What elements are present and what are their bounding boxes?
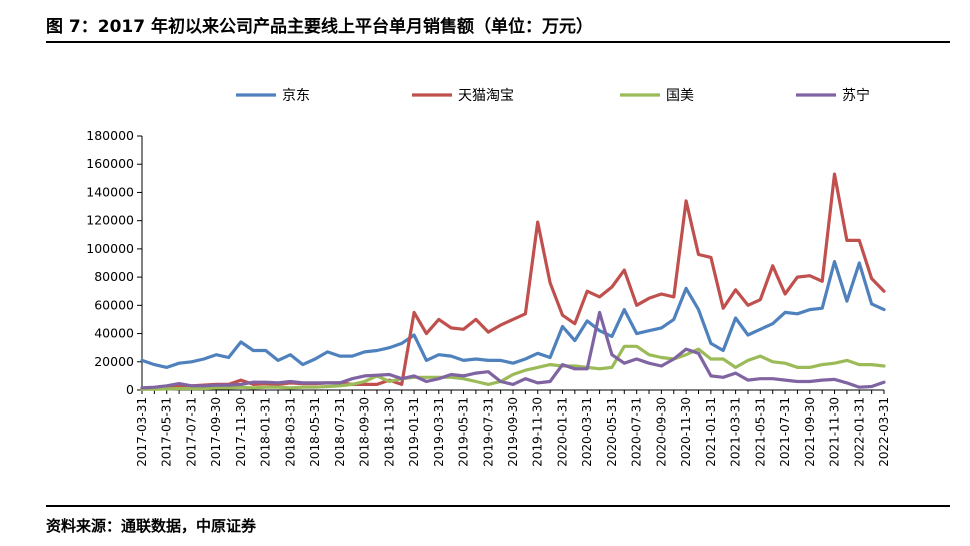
x-tick-label: 2021-03-31 — [729, 397, 743, 467]
x-tick-label: 2018-01-31 — [259, 397, 273, 467]
x-tick-label: 2017-09-30 — [209, 397, 223, 467]
y-tick-label: 80000 — [94, 269, 134, 284]
x-tick-label: 2018-11-30 — [382, 397, 396, 467]
legend-label-tmall: 天猫淘宝 — [458, 88, 514, 104]
x-tick-label: 2021-09-30 — [803, 397, 817, 467]
source-note: 资料来源：通联数据，中原证券 — [46, 517, 257, 535]
x-tick-label: 2019-11-30 — [531, 397, 545, 467]
x-tick-label: 2018-07-31 — [333, 397, 347, 467]
x-tick-label: 2019-03-31 — [432, 397, 446, 467]
x-tick-label: 2021-11-30 — [828, 397, 842, 467]
x-tick-label: 2022-03-31 — [877, 397, 891, 467]
x-tick-label: 2018-03-31 — [283, 397, 297, 467]
x-tick-label: 2021-07-31 — [778, 397, 792, 467]
title-divider — [46, 41, 950, 43]
y-tick-label: 160000 — [86, 156, 134, 171]
figure-title: 图 7：2017 年初以来公司产品主要线上平台单月销售额（单位：万元） — [46, 17, 593, 37]
x-tick-label: 2019-09-30 — [506, 397, 520, 467]
x-tick-label: 2021-01-31 — [704, 397, 718, 467]
series-line-suning — [140, 310, 886, 390]
chart-series — [140, 172, 886, 391]
legend-label-gome: 国美 — [666, 88, 694, 104]
y-tick-label: 40000 — [94, 326, 134, 341]
x-tick-label: 2021-05-31 — [753, 397, 767, 467]
source-divider — [46, 505, 950, 507]
x-tick-label: 2020-09-30 — [654, 397, 668, 467]
x-tick-label: 2019-07-31 — [481, 397, 495, 467]
y-tick-label: 100000 — [86, 241, 134, 256]
legend-label-jd: 京东 — [282, 88, 310, 104]
x-tick-label: 2020-03-31 — [580, 397, 594, 467]
y-tick-label: 60000 — [94, 297, 134, 312]
y-tick-label: 120000 — [86, 213, 134, 228]
x-tick-label: 2020-05-31 — [605, 397, 619, 467]
x-tick-label: 2018-05-31 — [308, 397, 322, 467]
series-line-gome — [140, 344, 886, 391]
x-tick-label: 2022-01-31 — [852, 397, 866, 467]
y-tick-label: 0 — [126, 382, 134, 397]
y-tick-label: 140000 — [86, 184, 134, 199]
x-tick-label: 2017-03-31 — [135, 397, 149, 467]
chart-axes: 0 20000 40000 60000 80000 100000 120000 140000 1… — [86, 128, 891, 467]
y-tick-label: 180000 — [86, 128, 134, 143]
line-chart: 京东 天猫淘宝 国美 苏宁 0 20000 40000 60000 80000 100000 12… — [86, 87, 891, 467]
chart-legend: 京东 天猫淘宝 国美 苏宁 — [236, 87, 870, 104]
x-tick-label: 2018-09-30 — [358, 397, 372, 467]
x-tick-label: 2017-07-31 — [184, 397, 198, 467]
y-tick-label: 20000 — [94, 354, 134, 369]
x-tick-label: 2020-07-31 — [630, 397, 644, 467]
x-tick-label: 2017-05-31 — [160, 397, 174, 467]
legend-label-suning: 苏宁 — [842, 87, 870, 104]
series-line-jd — [140, 260, 886, 369]
series-line-tmall — [140, 172, 886, 391]
x-tick-label: 2019-01-31 — [407, 397, 421, 467]
x-tick-label: 2020-01-31 — [555, 397, 569, 467]
x-tick-label: 2020-11-30 — [679, 397, 693, 467]
x-tick-label: 2017-11-30 — [234, 397, 248, 467]
x-tick-label: 2019-05-31 — [457, 397, 471, 467]
